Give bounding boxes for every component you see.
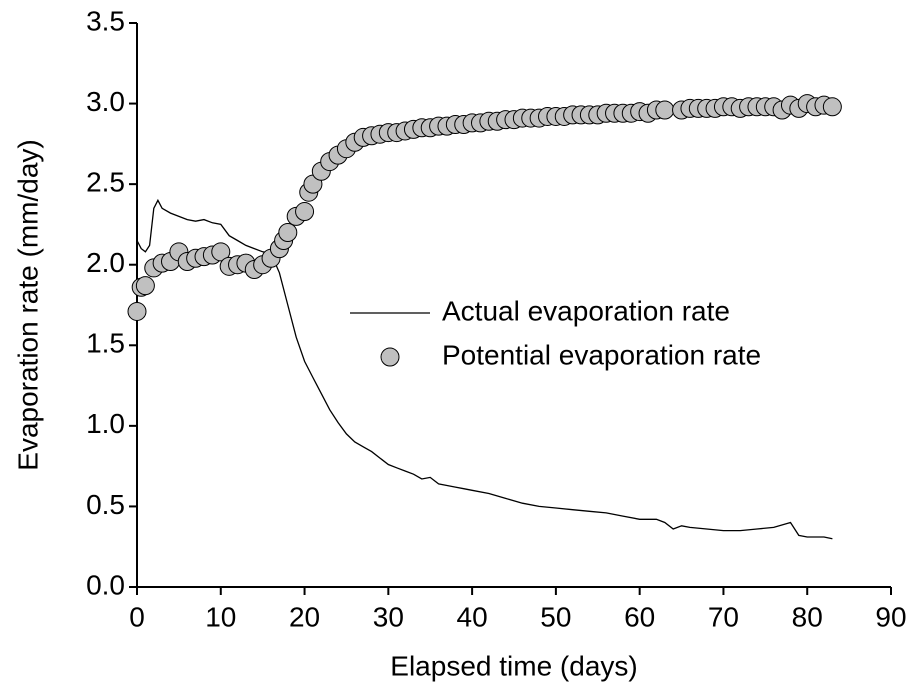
- x-tick-label: 20: [289, 601, 320, 632]
- x-tick-label: 50: [540, 601, 571, 632]
- data-point: [278, 222, 298, 242]
- data-point: [655, 100, 675, 120]
- x-tick-label: 70: [708, 601, 739, 632]
- x-tick-label: 40: [457, 601, 488, 632]
- y-tick-label: 0.5: [86, 489, 125, 520]
- x-tick-label: 10: [205, 601, 236, 632]
- data-point: [127, 301, 147, 321]
- y-tick-label: 1.0: [86, 408, 125, 439]
- data-point: [135, 276, 155, 296]
- x-tick-label: 30: [373, 601, 404, 632]
- x-tick-label: 0: [129, 601, 145, 632]
- y-axis-label: Evaporation rate (mm/day): [12, 139, 43, 470]
- y-tick-label: 2.5: [86, 167, 125, 198]
- y-tick-label: 1.5: [86, 328, 125, 359]
- data-point: [295, 202, 315, 222]
- x-tick-label: 60: [624, 601, 655, 632]
- x-tick-label: 90: [875, 601, 906, 632]
- y-tick-label: 2.0: [86, 247, 125, 278]
- data-point: [822, 97, 842, 117]
- data-line: [136, 198, 833, 540]
- y-tick-label: 3.0: [86, 86, 125, 117]
- data-point: [211, 242, 231, 262]
- legend-label: Actual evaporation rate: [442, 295, 730, 326]
- x-axis-label: Elapsed time (days): [390, 650, 637, 681]
- y-tick-label: 0.0: [86, 569, 125, 600]
- legend-marker: [380, 347, 400, 367]
- y-tick-label: 3.5: [86, 5, 125, 36]
- x-tick-label: 80: [792, 601, 823, 632]
- legend-label: Potential evaporation rate: [442, 339, 761, 370]
